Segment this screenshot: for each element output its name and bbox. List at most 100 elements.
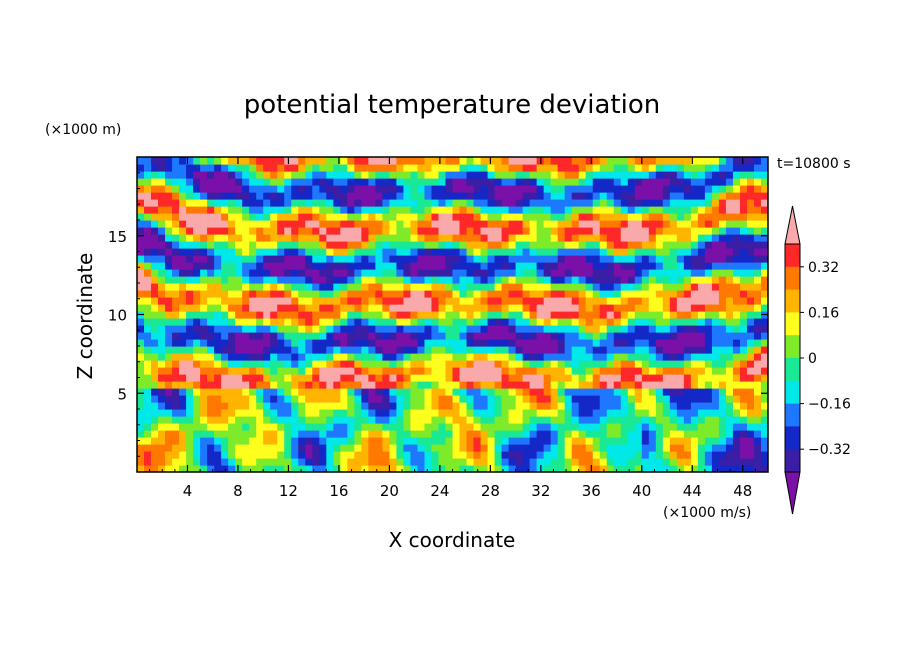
contour-cell	[648, 444, 657, 452]
contour-cell	[760, 248, 768, 256]
contour-cell	[760, 360, 768, 368]
contour-cell	[214, 262, 222, 270]
contour-cell	[746, 192, 755, 200]
contour-cell	[592, 304, 601, 312]
contour-cell	[445, 241, 454, 249]
contour-cell	[361, 395, 369, 403]
contour-cell	[585, 269, 594, 277]
contour-cell	[592, 360, 601, 368]
contour-cell	[340, 311, 348, 319]
contour-cell	[746, 423, 755, 431]
contour-cell	[410, 199, 419, 207]
contour-cell	[263, 269, 271, 277]
contour-cell	[438, 171, 447, 179]
contour-cell	[410, 262, 419, 270]
contour-cell	[305, 269, 313, 277]
contour-cell	[627, 318, 636, 326]
contour-cell	[347, 227, 355, 235]
contour-cell	[221, 430, 229, 438]
contour-cell	[256, 381, 264, 389]
contour-cell	[396, 360, 405, 368]
contour-cell	[256, 451, 264, 459]
contour-cell	[515, 227, 524, 235]
contour-cell	[410, 304, 419, 312]
contour-cell	[445, 353, 454, 361]
contour-cell	[634, 444, 643, 452]
contour-cell	[487, 465, 496, 472]
contour-cell	[487, 458, 496, 466]
contour-cell	[165, 234, 173, 242]
contour-cell	[445, 458, 454, 466]
contour-cell	[641, 437, 650, 445]
contour-cell	[466, 192, 475, 200]
contour-cell	[501, 178, 510, 186]
contour-cell	[305, 416, 313, 424]
contour-cell	[340, 255, 348, 263]
contour-cell	[172, 451, 180, 459]
contour-cell	[599, 185, 608, 193]
contour-cell	[585, 157, 594, 165]
contour-cell	[543, 465, 552, 472]
contour-cell	[543, 297, 552, 305]
contour-cell	[172, 241, 180, 249]
contour-cell	[277, 367, 285, 375]
contour-cell	[256, 241, 264, 249]
contour-cell	[718, 185, 727, 193]
contour-cell	[382, 311, 390, 319]
contour-cell	[165, 318, 173, 326]
contour-cell	[200, 283, 208, 291]
contour-cell	[382, 283, 390, 291]
contour-cell	[606, 367, 615, 375]
contour-cell	[256, 199, 264, 207]
contour-cell	[417, 416, 426, 424]
contour-cell	[319, 178, 327, 186]
contour-cell	[746, 409, 755, 417]
contour-cell	[235, 290, 243, 298]
contour-cell	[487, 395, 496, 403]
contour-cell	[410, 255, 419, 263]
contour-cell	[557, 409, 566, 417]
contour-cell	[382, 381, 390, 389]
contour-cell	[753, 353, 762, 361]
contour-cell	[298, 192, 306, 200]
contour-cell	[508, 220, 517, 228]
contour-cell	[263, 353, 271, 361]
contour-cell	[242, 360, 250, 368]
contour-cell	[221, 346, 229, 354]
contour-cell	[725, 213, 734, 221]
contour-cell	[592, 290, 601, 298]
contour-cell	[214, 304, 222, 312]
contour-cell	[718, 318, 727, 326]
contour-cell	[606, 311, 615, 319]
contour-cell	[151, 437, 159, 445]
contour-cell	[193, 199, 201, 207]
contour-cell	[760, 395, 768, 403]
contour-cell	[473, 290, 482, 298]
contour-cell	[417, 325, 426, 333]
contour-cell	[571, 157, 580, 165]
contour-cell	[382, 241, 390, 249]
contour-cell	[172, 430, 180, 438]
contour-cell	[424, 353, 433, 361]
contour-cell	[326, 199, 334, 207]
contour-cell	[284, 444, 292, 452]
contour-cell	[382, 178, 390, 186]
contour-cell	[326, 234, 334, 242]
contour-cell	[718, 346, 727, 354]
contour-cell	[256, 416, 264, 424]
contour-cell	[431, 423, 440, 431]
contour-cell	[347, 360, 355, 368]
contour-cell	[529, 248, 538, 256]
contour-cell	[375, 262, 383, 270]
contour-cell	[683, 248, 692, 256]
contour-cell	[634, 332, 643, 340]
contour-cell	[606, 262, 615, 270]
contour-cell	[613, 290, 622, 298]
contour-cell	[291, 157, 299, 165]
contour-cell	[312, 381, 320, 389]
contour-cell	[410, 234, 419, 242]
contour-cell	[172, 367, 180, 375]
contour-cell	[676, 465, 685, 472]
contour-cell	[536, 248, 545, 256]
contour-cell	[326, 283, 334, 291]
